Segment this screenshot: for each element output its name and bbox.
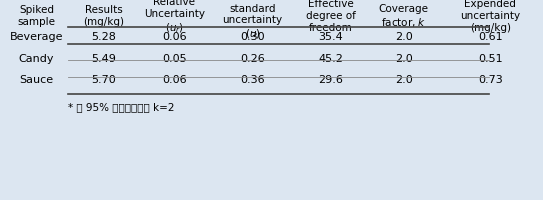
Text: * 약 95% 신뢰수준에서 k=2: * 약 95% 신뢰수준에서 k=2 bbox=[68, 102, 174, 112]
